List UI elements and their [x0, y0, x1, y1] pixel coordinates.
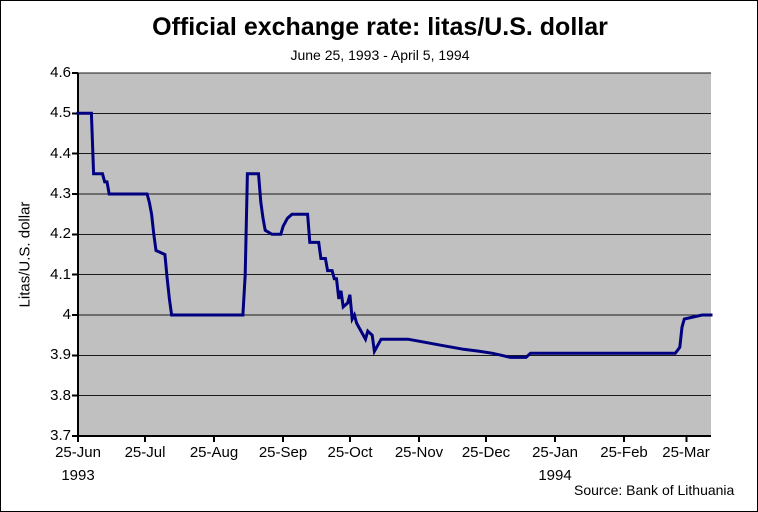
x-axis-tick-label: 25-Nov: [394, 444, 444, 461]
x-axis-tick-label: 25-Jul: [124, 444, 166, 461]
x-axis-tick-label: 25-Sep: [258, 444, 308, 461]
x-axis-year-label: 1994: [538, 467, 572, 484]
y-axis-tick-label: 4.2: [50, 225, 71, 242]
x-axis-tick-label: 25-Dec: [461, 444, 511, 461]
y-axis-tick-label: 3.9: [50, 346, 71, 363]
x-axis-tick-label: 25-Oct: [327, 444, 373, 461]
x-axis-tick-label: 25-Aug: [189, 444, 239, 461]
y-axis-tick-label: 4.6: [50, 64, 71, 81]
data-line: [76, 111, 713, 359]
x-axis-tick-label: 25-Jan: [532, 444, 578, 461]
x-axis-tick-label: 25-Jun: [55, 444, 101, 461]
x-axis-tick-label: 25-Mar: [662, 444, 710, 461]
x-axis-tick-label: 25-Feb: [600, 444, 648, 461]
source-note: Source: Bank of Lithuania: [574, 482, 735, 498]
chart-title: Official exchange rate: litas/U.S. dolla…: [152, 13, 608, 41]
y-axis-tick-label: 3.7: [50, 427, 71, 444]
y-axis-tick-label: 4.4: [50, 145, 71, 162]
y-axis-tick-label: 4: [62, 306, 71, 323]
x-axis-year-label: 1993: [61, 467, 95, 484]
y-axis-tick-label: 4.1: [50, 266, 71, 283]
y-axis-tick-label: 4.3: [50, 185, 71, 202]
plot-background: [78, 73, 711, 436]
y-axis-tick-label: 4.5: [50, 104, 71, 121]
chart-subtitle: June 25, 1993 - April 5, 1994: [290, 47, 470, 63]
y-axis-tick-label: 3.8: [50, 387, 71, 404]
